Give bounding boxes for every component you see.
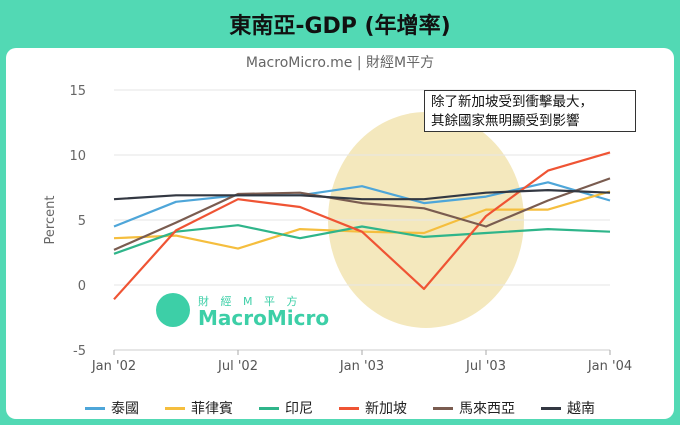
macromicro-logo-icon [156, 293, 190, 327]
series-line-3 [113, 224, 611, 255]
series-line-4 [113, 151, 611, 301]
annotation-line-1: 除了新加坡受到衝擊最大， [431, 94, 593, 110]
watermark-small-text: 財 經 M 平 方 [198, 295, 302, 308]
x-tick-label: Jul '03 [465, 359, 506, 374]
y-axis-label: Percent [43, 196, 58, 245]
x-tick-label: Jul '02 [217, 359, 258, 374]
legend-item[interactable]: 泰國 [85, 398, 139, 418]
y-tick-label: 0 [78, 279, 86, 294]
legend-swatch [541, 406, 561, 410]
series-line-6 [113, 189, 611, 201]
chart-subtitle: MacroMicro.me | 財經M平方 [245, 55, 435, 71]
legend-label: 菲律賓 [191, 401, 233, 417]
chart-panel: MacroMicro.me | 財經M平方 -5 0 5 10 15 Percent Jan… [6, 48, 674, 419]
legend-swatch [433, 406, 453, 410]
legend-item[interactable]: 新加坡 [339, 398, 407, 418]
y-tick-label: 15 [69, 84, 86, 99]
watermark-brand-text: MacroMicro [198, 306, 330, 330]
legend-item[interactable]: 越南 [541, 398, 595, 418]
watermark: 財 經 M 平 方 MacroMicro [156, 293, 336, 333]
chart-title: 東南亞-GDP (年增率) [229, 14, 451, 39]
legend-item[interactable]: 馬來西亞 [433, 398, 515, 418]
legend-label: 馬來西亞 [459, 401, 515, 417]
x-tick-label: Jan '03 [339, 359, 384, 374]
x-tick-label: Jan '04 [587, 359, 632, 374]
legend-label: 越南 [567, 401, 595, 417]
y-tick-label: 5 [78, 214, 86, 229]
series-line-5 [113, 177, 611, 251]
legend-label: 印尼 [285, 401, 313, 417]
legend-item[interactable]: 菲律賓 [165, 398, 233, 418]
legend-swatch [165, 406, 185, 410]
legend-swatch [259, 406, 279, 410]
x-tick-label: Jan '02 [91, 359, 136, 374]
legend-label: 新加坡 [365, 401, 407, 417]
legend-label: 泰國 [111, 401, 139, 417]
chart-legend: 泰國 菲律賓 印尼 新加坡 馬來西亞 越南 [6, 398, 674, 418]
legend-item[interactable]: 印尼 [259, 398, 313, 418]
annotation-line-2: 其餘國家無明顯受到影響 [431, 113, 580, 129]
y-tick-label: -5 [73, 344, 86, 359]
line-chart: -5 0 5 10 15 Percent Jan '02 Jul '02 Jan '03 Jul … [43, 84, 632, 374]
legend-swatch [339, 406, 359, 410]
legend-swatch [85, 406, 105, 410]
y-tick-label: 10 [69, 149, 86, 164]
annotation-box: 除了新加坡受到衝擊最大， 其餘國家無明顯受到影響 [424, 90, 636, 132]
